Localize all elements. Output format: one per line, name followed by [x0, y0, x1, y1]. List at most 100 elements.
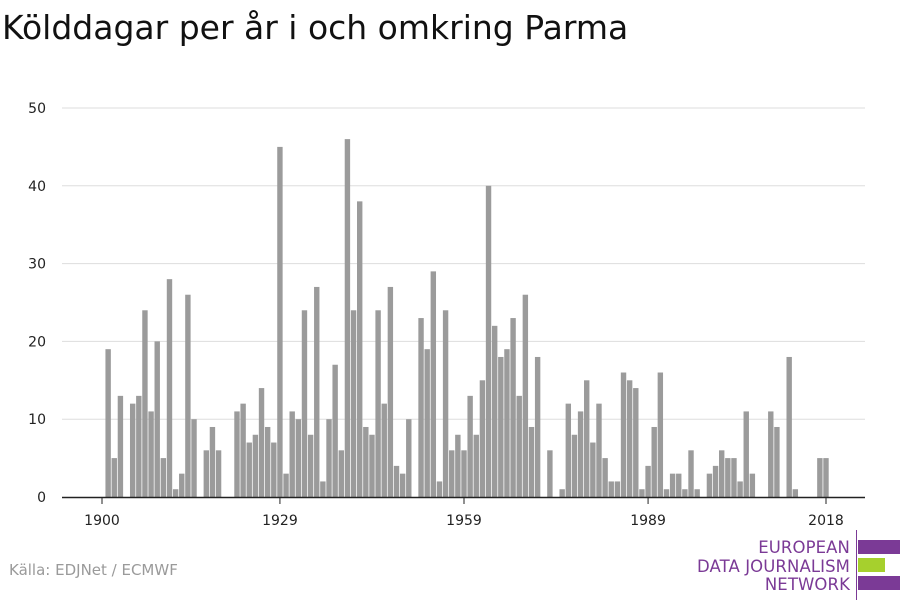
logo-bar-purple-bottom [858, 576, 900, 590]
bar-1970 [528, 426, 535, 497]
x-tick-label: 1959 [446, 513, 482, 529]
y-tick-label: 20 [28, 334, 46, 350]
bar-1981 [596, 403, 602, 497]
bar-2004 [737, 481, 743, 497]
bar-1909 [154, 341, 160, 497]
bar-1946 [381, 403, 387, 497]
bar-1942 [357, 201, 363, 498]
y-tick-label: 10 [28, 412, 46, 428]
bar-1953 [424, 349, 430, 497]
bar-1918 [209, 426, 216, 497]
x-tick-label: 1900 [84, 513, 120, 529]
bar-1914 [185, 294, 191, 497]
bar-2009 [768, 411, 774, 497]
bar-2018 [823, 458, 829, 497]
bar-1930 [283, 473, 289, 497]
bar-2005 [743, 411, 749, 497]
bar-1945 [375, 310, 381, 497]
y-tick-label: 0 [37, 490, 46, 506]
bar-2003 [731, 458, 737, 497]
bar-1925 [252, 434, 259, 497]
bar-1959 [461, 450, 467, 497]
bar-1934 [307, 434, 314, 497]
bar-1976 [565, 403, 572, 497]
bar-1919 [215, 450, 222, 497]
bar-1955 [436, 481, 443, 497]
bar-2000 [712, 465, 719, 497]
bar-1939 [338, 450, 344, 497]
bar-1935 [314, 286, 320, 497]
bar-1987 [633, 388, 639, 497]
chart-title: Kölddagar per år i och omkring Parma [2, 8, 629, 47]
bar-1957 [449, 450, 455, 497]
gridlines [62, 107, 865, 420]
bar-1950 [406, 419, 412, 497]
bar-1937 [326, 419, 332, 497]
bar-1986 [626, 380, 633, 497]
bar-1944 [369, 434, 375, 497]
bar-1967 [510, 318, 516, 497]
bar-1922 [234, 411, 240, 497]
bar-2012 [786, 356, 792, 497]
edjnet-logo: EUROPEAN DATA JOURNALISM NETWORK [696, 530, 900, 600]
y-tick-label: 50 [28, 101, 46, 117]
bar-1911 [166, 279, 173, 497]
bar-1949 [399, 473, 406, 497]
x-tick-label: 1929 [262, 513, 298, 529]
bar-1936 [320, 481, 326, 497]
bar-1907 [142, 310, 148, 497]
bar-1978 [577, 411, 584, 497]
bar-1906 [136, 395, 142, 497]
bar-1971 [534, 356, 541, 497]
bar-2013 [792, 489, 799, 497]
bar-1917 [203, 450, 210, 497]
bar-1982 [602, 458, 608, 497]
bar-1961 [473, 434, 479, 497]
y-tick-label: 30 [28, 257, 46, 273]
bar-2017 [817, 458, 823, 497]
bar-1964 [491, 325, 498, 497]
bar-1969 [522, 294, 529, 497]
bar-1984 [614, 481, 621, 497]
logo-line-2: DATA JOURNALISM [696, 557, 850, 576]
bar-1929 [277, 146, 283, 497]
bar-1908 [148, 411, 154, 497]
bar-1915 [191, 419, 197, 497]
bar-1932 [295, 419, 302, 497]
bar-1995 [682, 489, 688, 497]
bar-1965 [498, 356, 504, 497]
source-note: Källa: EDJNet / ECMWF [9, 561, 178, 579]
bar-1938 [332, 364, 338, 497]
bar-1960 [467, 395, 473, 497]
bar-1941 [350, 310, 357, 497]
bar-1980 [590, 442, 596, 497]
bar-1968 [516, 395, 522, 497]
bar-1902 [111, 458, 117, 497]
bar-1933 [301, 310, 308, 497]
bar-1905 [129, 403, 136, 497]
bars [105, 139, 829, 498]
bar-1924 [246, 442, 252, 497]
x-tick-label: 1989 [630, 513, 666, 529]
bar-1996 [688, 450, 694, 497]
bar-1901 [105, 349, 111, 497]
bar-2001 [719, 450, 725, 497]
bar-1903 [117, 395, 124, 497]
logo-divider [856, 530, 857, 600]
bar-1993 [669, 473, 676, 497]
bar-1979 [584, 380, 590, 497]
bar-1958 [455, 434, 461, 497]
bar-1947 [387, 286, 394, 497]
bar-1948 [393, 465, 400, 497]
bar-1926 [258, 388, 265, 497]
logo-bar-purple-top [858, 540, 900, 554]
bar-1913 [179, 473, 185, 497]
bar-1931 [289, 411, 295, 497]
logo-line-1: EUROPEAN [758, 538, 850, 557]
axes: 0 10 20 30 40 50 1900 1929 1959 1989 2018 [28, 101, 865, 529]
bar-1962 [479, 380, 486, 497]
bar-1999 [706, 473, 713, 497]
bar-1975 [559, 489, 565, 497]
bar-1952 [418, 318, 424, 497]
bar-2010 [774, 426, 780, 497]
